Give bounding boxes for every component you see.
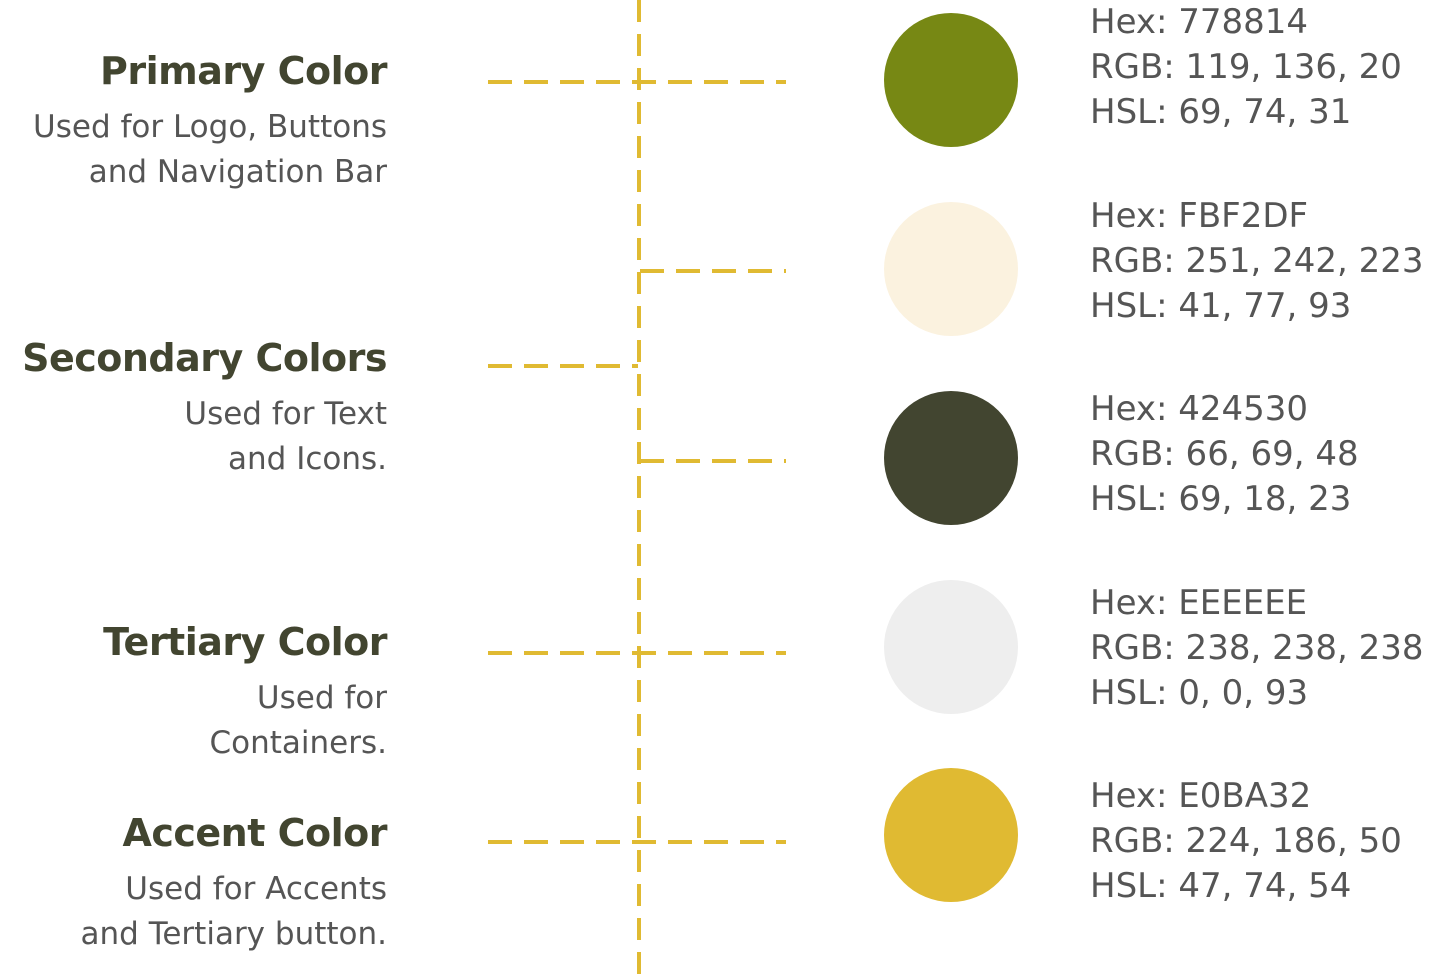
secondary-light-connector-line <box>640 269 786 273</box>
secondary-colors-description: Used for Text and Icons. <box>184 392 387 482</box>
rgb-value: RGB: 66, 69, 48 <box>1090 434 1359 474</box>
hsl-value: HSL: 41, 77, 93 <box>1090 286 1352 326</box>
primary-desc-line-2: and Navigation Bar <box>88 154 387 190</box>
hex-value: Hex: 424530 <box>1090 389 1309 429</box>
primary-connector-line <box>488 80 786 84</box>
tertiary-color-title: Tertiary Color <box>103 620 387 664</box>
tertiary-connector-line <box>488 651 786 655</box>
tertiary-desc-line-1: Used for <box>256 680 387 716</box>
hex-value: Hex: E0BA32 <box>1090 776 1312 816</box>
primary-desc-line-1: Used for Logo, Buttons <box>33 109 387 145</box>
rgb-value: RGB: 251, 242, 223 <box>1090 241 1424 281</box>
secondary-colors-title: Secondary Colors <box>22 336 387 380</box>
accent-color-values: Hex: E0BA32 RGB: 224, 186, 50 HSL: 47, 7… <box>1090 774 1402 909</box>
tertiary-color-values: Hex: EEEEEE RGB: 238, 238, 238 HSL: 0, 0… <box>1090 581 1423 716</box>
swatch-secondary-light <box>884 202 1018 336</box>
accent-color-description: Used for Accents and Tertiary button. <box>81 867 387 957</box>
vertical-connector-line <box>637 0 641 976</box>
primary-color-description: Used for Logo, Buttons and Navigation Ba… <box>33 105 387 195</box>
swatch-tertiary <box>884 580 1018 714</box>
primary-color-values: Hex: 778814 RGB: 119, 136, 20 HSL: 69, 7… <box>1090 0 1402 135</box>
swatch-accent <box>884 768 1018 902</box>
secondary-light-color-values: Hex: FBF2DF RGB: 251, 242, 223 HSL: 41, … <box>1090 194 1423 329</box>
primary-color-title: Primary Color <box>100 49 387 93</box>
secondary-dark-connector-line <box>640 459 786 463</box>
swatch-secondary-dark <box>884 391 1018 525</box>
hex-value: Hex: FBF2DF <box>1090 196 1309 236</box>
secondary-dark-color-values: Hex: 424530 RGB: 66, 69, 48 HSL: 69, 18,… <box>1090 387 1359 522</box>
swatch-primary <box>884 13 1018 147</box>
hex-value: Hex: EEEEEE <box>1090 583 1308 623</box>
hsl-value: HSL: 47, 74, 54 <box>1090 866 1352 906</box>
accent-color-title: Accent Color <box>122 811 387 855</box>
secondary-desc-line-1: Used for Text <box>184 396 387 432</box>
tertiary-color-description: Used for Containers. <box>210 676 388 766</box>
hsl-value: HSL: 69, 18, 23 <box>1090 479 1352 519</box>
accent-connector-line <box>488 840 786 844</box>
rgb-value: RGB: 119, 136, 20 <box>1090 47 1402 87</box>
accent-desc-line-1: Used for Accents <box>125 871 387 907</box>
accent-desc-line-2: and Tertiary button. <box>80 916 387 952</box>
rgb-value: RGB: 238, 238, 238 <box>1090 628 1424 668</box>
secondary-label-connector-line <box>488 364 638 368</box>
tertiary-desc-line-2: Containers. <box>209 725 388 761</box>
hsl-value: HSL: 69, 74, 31 <box>1090 92 1352 132</box>
secondary-desc-line-2: and Icons. <box>228 441 387 477</box>
hsl-value: HSL: 0, 0, 93 <box>1090 673 1309 713</box>
rgb-value: RGB: 224, 186, 50 <box>1090 821 1402 861</box>
hex-value: Hex: 778814 <box>1090 2 1309 42</box>
